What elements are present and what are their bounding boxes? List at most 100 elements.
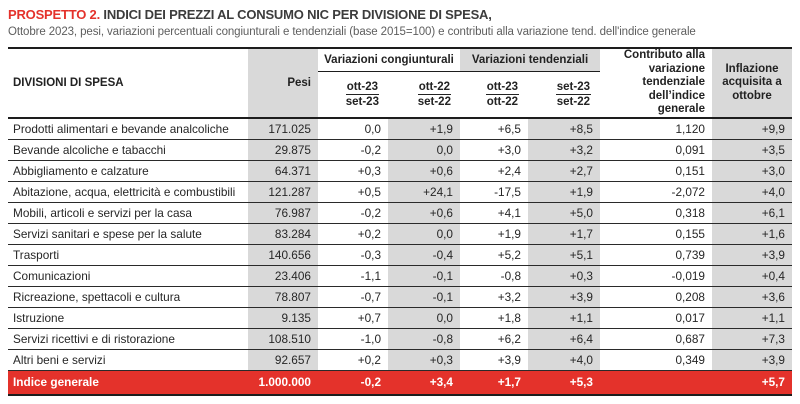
- period-denominator: set-22: [417, 96, 451, 109]
- cong-ott23-cell: 0,0: [318, 117, 388, 140]
- cong-ott22-cell: 0,0: [388, 307, 460, 329]
- cong-ott23-cell: +0,2: [318, 349, 388, 371]
- division-cell: Servizi ricettivi e di ristorazione: [8, 328, 248, 350]
- inflazione-cell: +1,1: [712, 307, 792, 329]
- total-row: Indice generale 1.000.000 -0,2 +3,4 +1,7…: [8, 370, 792, 396]
- inflazione-cell: +6,1: [712, 202, 792, 224]
- pesi-cell: 23.406: [248, 265, 318, 287]
- tend-set23-cell: +6,4: [528, 328, 600, 350]
- cong-ott22-cell: -0,1: [388, 265, 460, 287]
- division-cell: Istruzione: [8, 307, 248, 329]
- total-pesi-cell: 1.000.000: [248, 370, 318, 396]
- contributo-cell: -2,072: [600, 181, 712, 203]
- inflazione-cell: +3,5: [712, 139, 792, 161]
- table-row: Istruzione 9.135 +0,7 0,0 +1,8 +1,1 0,01…: [8, 307, 792, 329]
- total-tend-ott23-cell: +1,7: [460, 370, 528, 396]
- inflazione-cell: +3,9: [712, 244, 792, 266]
- cong-ott23-cell: -0,2: [318, 202, 388, 224]
- period-denominator: set-22: [556, 96, 590, 109]
- cong-ott22-cell: +0,6: [388, 160, 460, 182]
- cong-ott22-cell: +0,3: [388, 349, 460, 371]
- cong-ott23-cell: -0,3: [318, 244, 388, 266]
- period-fraction: set-23 set-22: [555, 81, 591, 109]
- tend-set23-cell: +0,3: [528, 265, 600, 287]
- tend-ott23-cell: +3,2: [460, 286, 528, 308]
- header-sub-cong-1: ott-23 set-23: [318, 71, 388, 119]
- cong-ott22-cell: +24,1: [388, 181, 460, 203]
- header-sub-tend-2: set-23 set-22: [528, 71, 600, 119]
- division-cell: Servizi sanitari e spese per la salute: [8, 223, 248, 245]
- table-row: Abbigliamento e calzature 64.371 +0,3 +0…: [8, 160, 792, 182]
- division-cell: Prodotti alimentari e bevande analcolich…: [8, 117, 248, 140]
- cong-ott22-cell: -0,8: [388, 328, 460, 350]
- cong-ott23-cell: -0,7: [318, 286, 388, 308]
- cong-ott23-cell: +0,7: [318, 307, 388, 329]
- period-fraction: ott-23 ott-22: [485, 81, 519, 108]
- inflazione-cell: +3,6: [712, 286, 792, 308]
- table-number-label: PROSPETTO 2.: [8, 7, 100, 22]
- table-body: Prodotti alimentari e bevande analcolich…: [8, 117, 792, 371]
- tend-set23-cell: +5,0: [528, 202, 600, 224]
- page-subtitle: Ottobre 2023, pesi, variazioni percentua…: [8, 26, 696, 38]
- cong-ott23-cell: -1,1: [318, 265, 388, 287]
- pesi-cell: 92.657: [248, 349, 318, 371]
- table-row: Servizi sanitari e spese per la salute 8…: [8, 223, 792, 245]
- header-contributo: Contributo alla variazione tendenziale d…: [600, 48, 712, 119]
- contributo-cell: 0,155: [600, 223, 712, 245]
- header-divisions: DIVISIONI DI SPESA: [8, 48, 248, 119]
- tend-set23-cell: +8,5: [528, 117, 600, 140]
- price-index-table: DIVISIONI DI SPESA Pesi Variazioni congi…: [8, 47, 792, 396]
- division-cell: Trasporti: [8, 244, 248, 266]
- inflazione-cell: +9,9: [712, 117, 792, 140]
- pesi-cell: 108.510: [248, 328, 318, 350]
- cong-ott22-cell: -0,4: [388, 244, 460, 266]
- table-header: DIVISIONI DI SPESA Pesi Variazioni congi…: [8, 48, 792, 119]
- pesi-cell: 171.025: [248, 117, 318, 140]
- inflazione-cell: +3,9: [712, 349, 792, 371]
- pesi-cell: 76.987: [248, 202, 318, 224]
- table-row: Trasporti 140.656 -0,3 -0,4 +5,2 +5,1 0,…: [8, 244, 792, 266]
- division-cell: Comunicazioni: [8, 265, 248, 287]
- division-cell: Mobili, articoli e servizi per la casa: [8, 202, 248, 224]
- pesi-cell: 121.287: [248, 181, 318, 203]
- total-contributo-cell: [600, 370, 712, 396]
- table-title-text: INDICI DEI PREZZI AL CONSUMO NIC PER DIV…: [103, 7, 492, 22]
- table-row: Abitazione, acqua, elettricità e combust…: [8, 181, 792, 203]
- tend-ott23-cell: +4,1: [460, 202, 528, 224]
- page-title: PROSPETTO 2. INDICI DEI PREZZI AL CONSUM…: [8, 7, 792, 22]
- pesi-cell: 64.371: [248, 160, 318, 182]
- table-row: Altri beni e servizi 92.657 +0,2 +0,3 +3…: [8, 349, 792, 371]
- tend-ott23-cell: +1,9: [460, 223, 528, 245]
- header-sub-tend-1: ott-23 ott-22: [460, 71, 528, 119]
- inflazione-cell: +3,0: [712, 160, 792, 182]
- table-row: Ricreazione, spettacoli e cultura 78.807…: [8, 286, 792, 308]
- tend-ott23-cell: +6,2: [460, 328, 528, 350]
- pesi-cell: 140.656: [248, 244, 318, 266]
- cong-ott23-cell: +0,2: [318, 223, 388, 245]
- header-sub-cong-2: ott-22 set-22: [388, 71, 460, 119]
- table-row: Bevande alcoliche e tabacchi 29.875 -0,2…: [8, 139, 792, 161]
- contributo-cell: 0,687: [600, 328, 712, 350]
- tend-set23-cell: +2,7: [528, 160, 600, 182]
- tend-ott23-cell: +1,8: [460, 307, 528, 329]
- division-cell: Abbigliamento e calzature: [8, 160, 248, 182]
- pesi-cell: 78.807: [248, 286, 318, 308]
- tend-ott23-cell: -17,5: [460, 181, 528, 203]
- division-cell: Altri beni e servizi: [8, 349, 248, 371]
- tend-set23-cell: +5,1: [528, 244, 600, 266]
- period-denominator: set-23: [345, 96, 379, 109]
- tend-set23-cell: +1,9: [528, 181, 600, 203]
- tend-set23-cell: +1,1: [528, 307, 600, 329]
- period-numerator: ott-23: [485, 81, 519, 96]
- table-total: Indice generale 1.000.000 -0,2 +3,4 +1,7…: [8, 370, 792, 396]
- header-pesi: Pesi: [248, 48, 318, 119]
- table-row: Comunicazioni 23.406 -1,1 -0,1 -0,8 +0,3…: [8, 265, 792, 287]
- tend-ott23-cell: +5,2: [460, 244, 528, 266]
- tend-ott23-cell: +3,0: [460, 139, 528, 161]
- tend-set23-cell: +3,2: [528, 139, 600, 161]
- pesi-cell: 83.284: [248, 223, 318, 245]
- tend-ott23-cell: +6,5: [460, 117, 528, 140]
- period-numerator: ott-23: [345, 81, 379, 96]
- total-cong-ott23-cell: -0,2: [318, 370, 388, 396]
